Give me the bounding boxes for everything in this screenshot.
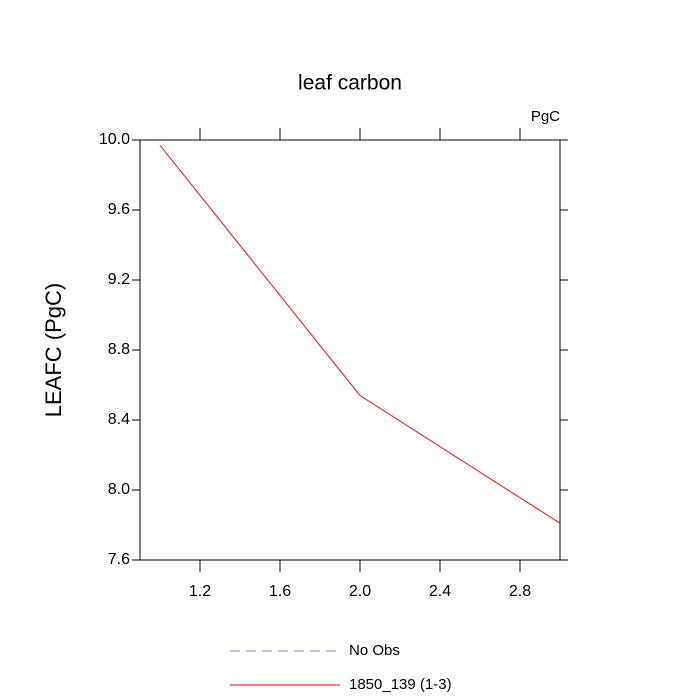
y-tick-label: 9.6	[108, 201, 130, 218]
x-tick-label: 1.2	[189, 583, 211, 600]
legend-label: 1850_139 (1-3)	[349, 676, 452, 693]
y-tick-label: 8.8	[108, 341, 130, 358]
y-tick-label: 9.2	[108, 271, 130, 288]
x-tick-label: 2.8	[509, 583, 531, 600]
y-tick-label: 8.0	[108, 481, 130, 498]
x-tick-label: 2.0	[349, 583, 371, 600]
x-tick-label: 1.6	[269, 583, 291, 600]
data-line	[159, 144, 561, 524]
units-label: PgC	[531, 108, 560, 125]
y-tick-label: 8.4	[108, 411, 130, 428]
y-tick-label: 10.0	[99, 131, 130, 148]
x-tick-label: 2.4	[429, 583, 451, 600]
y-tick-label: 7.6	[108, 551, 130, 568]
chart-title: leaf carbon	[298, 72, 402, 95]
y-axis-label: LEAFC (PgC)	[41, 283, 66, 417]
legend-label: No Obs	[349, 642, 400, 659]
